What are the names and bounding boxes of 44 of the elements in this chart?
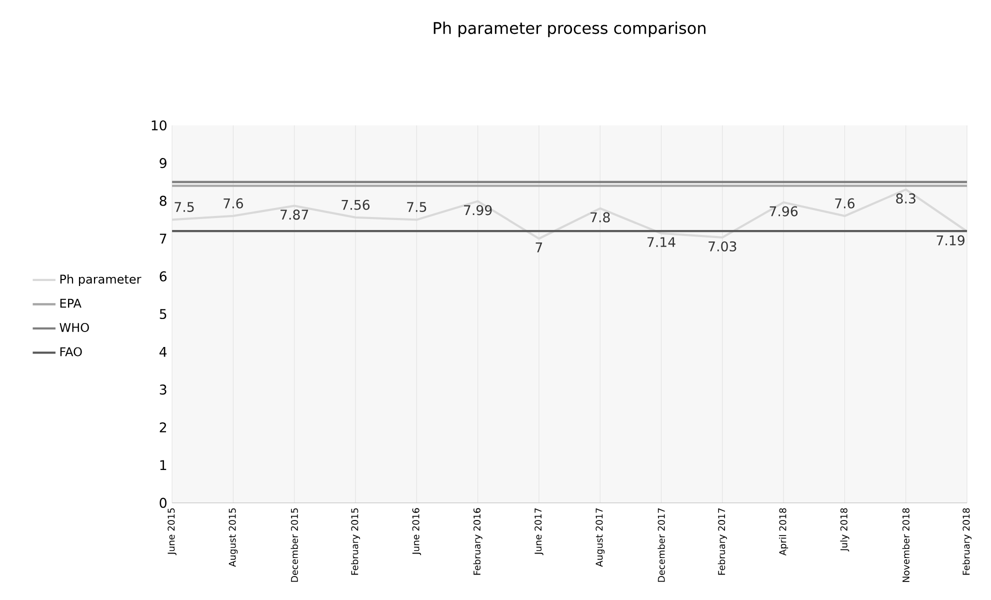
y-tick-label: 1 (160, 460, 166, 470)
x-tick-label: February 2017 (718, 508, 727, 575)
legend-label: WHO (60, 322, 89, 332)
y-tick-label: 0 (160, 498, 166, 508)
x-tick-label: June 2017 (534, 508, 544, 555)
x-tick-label: July 2018 (840, 508, 850, 552)
x-tick-label: December 2015 (290, 508, 298, 582)
data-label: 7.96 (770, 206, 798, 216)
data-label: 7.14 (647, 237, 676, 247)
x-tick-label: February 2018 (962, 508, 972, 575)
data-label: 7.6 (835, 198, 854, 208)
data-label: 7.5 (407, 202, 426, 212)
y-tick-label: 7 (160, 234, 166, 244)
chart-title: Ph parameter process comparison (434, 22, 706, 38)
legend-label: Ph parameter (60, 274, 142, 286)
x-tick-label: December 2017 (658, 508, 665, 582)
data-label: 7.56 (342, 200, 370, 210)
y-tick-label: 5 (160, 309, 166, 319)
data-label: 7.5 (174, 202, 194, 212)
x-tick-label: February 2015 (350, 508, 360, 575)
data-label: 7.87 (280, 210, 308, 220)
data-label: 7.19 (936, 235, 964, 246)
y-tick-label: 3 (160, 384, 166, 395)
y-tick-label: 6 (160, 271, 167, 282)
x-tick-label: June 2016 (412, 508, 422, 555)
y-tick-label: 4 (160, 346, 167, 357)
y-tick-label: 2 (160, 422, 166, 432)
y-tick-label: 10 (152, 120, 166, 130)
data-label: 7.99 (464, 205, 492, 216)
data-label: 7.03 (708, 241, 736, 252)
x-tick-label: April 2018 (779, 508, 788, 556)
x-tick-label: August 2015 (228, 508, 238, 567)
x-tick-label: November 2018 (902, 508, 910, 582)
x-tick-label: June 2015 (168, 508, 176, 555)
data-label: 7 (536, 242, 542, 252)
x-tick-label: February 2016 (473, 508, 482, 575)
data-label: 7.8 (590, 212, 610, 222)
data-label: 8.3 (896, 193, 916, 204)
x-tick-label: August 2017 (596, 508, 605, 567)
y-tick-label: 9 (160, 158, 166, 168)
legend-label: FAO (60, 347, 82, 356)
y-tick-label: 8 (160, 196, 166, 206)
data-label: 7.6 (224, 198, 243, 208)
legend-label: EPA (60, 298, 82, 308)
